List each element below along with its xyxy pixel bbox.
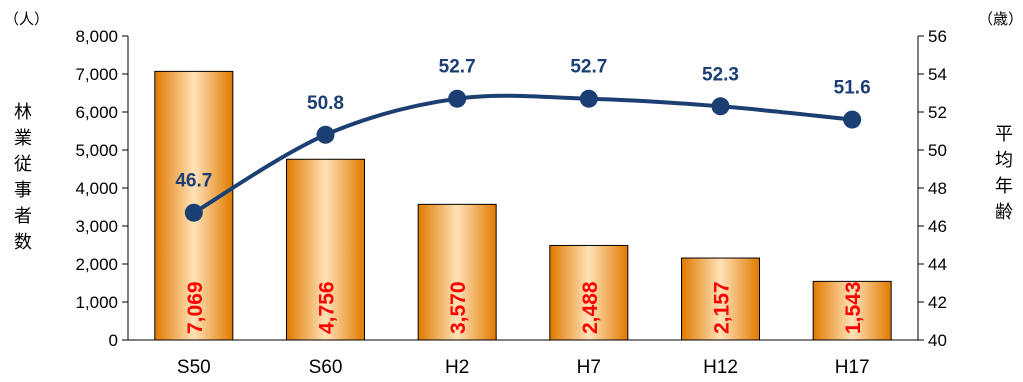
left-axis-title-char: 林: [14, 102, 32, 123]
x-tick-label: H7: [577, 357, 601, 378]
right-tick-label: 46: [928, 217, 947, 236]
right-tick-label: 52: [928, 103, 947, 122]
right-tick-label: 54: [928, 65, 947, 84]
left-tick-label: 7,000: [75, 65, 118, 84]
left-axis-unit: （人）: [4, 10, 49, 28]
left-tick-label: 5,000: [75, 141, 118, 160]
age-point: [184, 203, 203, 222]
bar-value-label: 4,756: [316, 281, 339, 334]
bar-series: 7,069 4,756 3,570 2,488 2,157 1,543: [154, 70, 892, 341]
right-axis-unit: （歳）: [978, 10, 1023, 28]
x-tick-label: S60: [309, 357, 343, 378]
bar-value-label: 1,543: [842, 281, 865, 334]
left-tick-label: 1,000: [75, 293, 118, 312]
age-value-label: 46.7: [175, 171, 212, 192]
bar-value-label: 2,157: [711, 281, 734, 334]
bar-value-label: 2,488: [579, 281, 602, 334]
left-tick-label: 6,000: [75, 103, 118, 122]
average-age-points: 46.7 50.8 52.7 52.7 52.3 51.6: [175, 57, 871, 222]
left-tick-label: 2,000: [75, 255, 118, 274]
right-axis-title-char: 平: [995, 124, 1013, 145]
bar: [681, 257, 760, 341]
x-axis-tick-labels: S50 S60 H2 H7 H12 H17: [177, 357, 870, 378]
age-point: [448, 89, 467, 108]
right-tick-label: 56: [928, 27, 947, 46]
age-value-label: 52.7: [570, 57, 607, 78]
age-value-label: 52.7: [439, 57, 476, 78]
left-axis-title-char: 数: [14, 232, 32, 253]
left-axis-title-char: 事: [14, 180, 32, 201]
bar: [549, 244, 629, 341]
right-axis-title-char: 均: [995, 150, 1013, 171]
x-tick-label: H2: [445, 357, 469, 378]
right-axis-title-char: 年: [995, 176, 1013, 197]
right-axis-title-char: 齢: [995, 202, 1013, 223]
age-point: [711, 97, 730, 116]
left-tick-label: 0: [109, 331, 118, 350]
right-axis-ticks: 40 42 44 46 48 50 52 54 56: [918, 27, 947, 350]
age-value-label: 51.6: [834, 78, 871, 99]
x-tick-label: H17: [835, 357, 870, 378]
bar-value-label: 7,069: [184, 281, 207, 334]
left-axis-title-char: 業: [14, 128, 32, 149]
age-point: [316, 125, 335, 144]
age-value-label: 50.8: [307, 93, 344, 114]
bar: [812, 280, 892, 341]
left-axis-title-char: 従: [14, 154, 32, 175]
left-tick-label: 3,000: [75, 217, 118, 236]
right-tick-label: 40: [928, 331, 947, 350]
left-axis-ticks: 0 1,000 2,000 3,000 4,000 5,000 6,000 7,000 8,00…: [75, 27, 128, 350]
right-tick-label: 48: [928, 179, 947, 198]
right-tick-label: 44: [928, 255, 947, 274]
x-tick-label: H12: [703, 357, 738, 378]
age-point: [579, 89, 598, 108]
bar-value-label: 3,570: [447, 281, 470, 334]
age-value-label: 52.3: [702, 64, 739, 85]
right-tick-label: 42: [928, 293, 947, 312]
left-axis-title-char: 者: [14, 206, 32, 227]
bar: [286, 158, 365, 341]
age-point: [843, 110, 862, 129]
right-tick-label: 50: [928, 141, 947, 160]
left-tick-label: 8,000: [75, 27, 118, 46]
average-age-line: [192, 93, 853, 215]
left-tick-label: 4,000: [75, 179, 118, 198]
bar: [417, 203, 497, 341]
x-tick-label: S50: [177, 357, 211, 378]
